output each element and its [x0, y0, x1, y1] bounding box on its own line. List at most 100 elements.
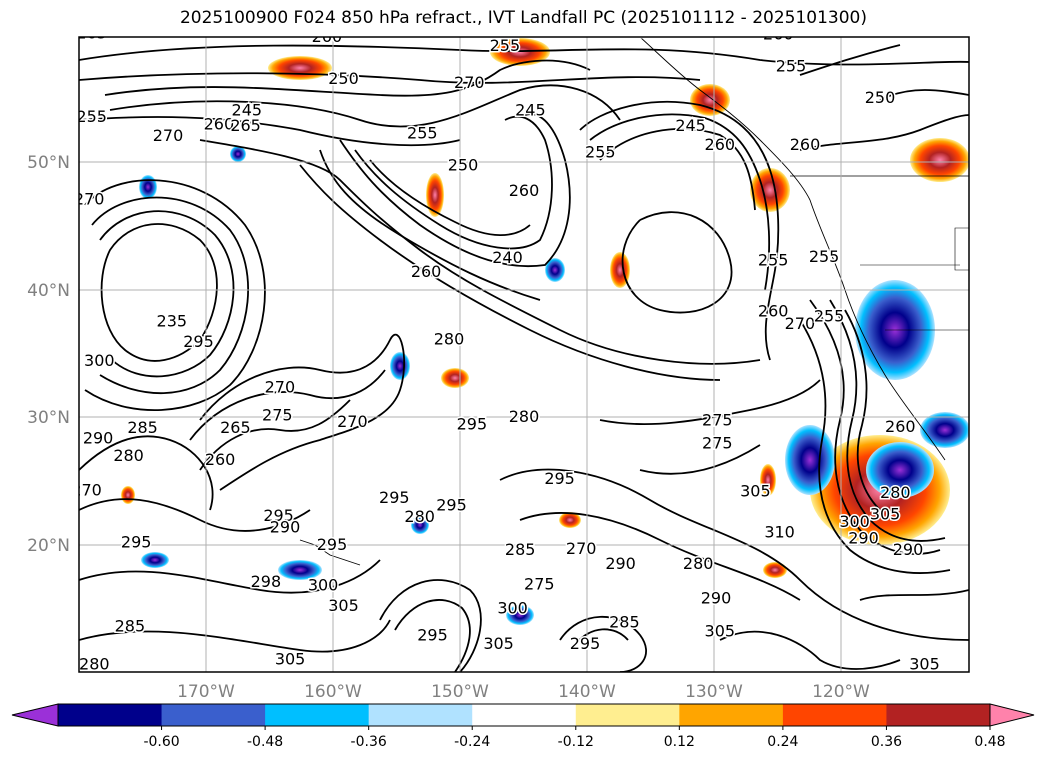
contour-line: [639, 444, 761, 475]
refractivity-contours: [79, 44, 969, 672]
lat-label-40n: 40°N: [27, 281, 70, 301]
contour-line: [109, 84, 621, 128]
lon-label-130w: 130°W: [685, 682, 743, 702]
contour-line: [599, 379, 821, 426]
contour-label: 265: [230, 116, 261, 135]
contour-line: [199, 333, 406, 491]
contour-label: 280: [404, 507, 435, 526]
contour-label: 300: [308, 576, 339, 595]
contour-label: 300: [497, 599, 528, 618]
contour-label: 280: [434, 329, 465, 348]
contour-label: 280: [509, 407, 540, 426]
contour-label: 255: [407, 124, 438, 143]
contour-label: 295: [121, 533, 152, 552]
contour-line: [79, 116, 461, 147]
lat-label-30n: 30°N: [27, 408, 70, 428]
contour-label: 260: [885, 417, 916, 436]
contour-label: 255: [776, 56, 807, 75]
contour-label: 275: [702, 434, 733, 453]
contour-label: 305: [909, 655, 940, 674]
contour-label: 260: [790, 135, 821, 154]
contour-label: 280: [113, 446, 144, 465]
contour-label: 270: [566, 539, 597, 558]
contour-label: 275: [702, 411, 733, 430]
state-border: [954, 227, 969, 271]
contour-label: 305: [275, 649, 306, 668]
contour-label: 305: [483, 634, 514, 653]
cold-anomaly-west2: [230, 146, 246, 162]
contour-label: 255: [490, 36, 521, 55]
colorbar-segment: [368, 704, 473, 726]
warm-anomaly-alaska: [690, 84, 730, 116]
contour-label: 245: [232, 101, 263, 120]
contour-line: [354, 115, 553, 250]
colorbar-segment: [161, 704, 266, 726]
coastline-alaska-bc: [639, 37, 811, 201]
contour-label: 295: [570, 634, 601, 653]
contour-label: 260: [312, 27, 343, 46]
contour-label: 305: [328, 596, 359, 615]
warm-anomaly-far-w: [121, 486, 135, 504]
contour-label: 270: [71, 481, 102, 500]
cold-anomaly-s1: [411, 516, 429, 534]
contour-line: [499, 468, 969, 641]
colorbar-tick-label: -0.24: [454, 734, 490, 750]
contour-label: 280: [79, 655, 110, 674]
lon-label-140w: 140°W: [558, 682, 616, 702]
contour-label: 235: [157, 312, 188, 331]
warm-anomaly-sub: [760, 464, 776, 496]
contour-label: 295: [417, 625, 448, 644]
contour-line: [579, 100, 780, 361]
contour-label: 250: [448, 155, 479, 174]
cold-anomaly-east: [920, 412, 969, 448]
contour-line: [574, 628, 629, 646]
contour-line: [79, 498, 311, 532]
contour-line: [519, 512, 801, 601]
latitude-labels: 50°N 40°N 30°N 20°N: [27, 153, 70, 556]
contour-line: [339, 113, 571, 268]
cold-anomaly-hawaii: [278, 560, 322, 580]
contour-label: 280: [683, 554, 714, 573]
contour-label: 255: [585, 143, 616, 162]
contour-label: 240: [492, 248, 523, 267]
contour-line: [84, 179, 266, 412]
contour-label: 290: [83, 428, 114, 447]
contour-label: 265: [220, 418, 251, 437]
contour-label: 270: [153, 126, 184, 145]
contour-label: 285: [609, 613, 640, 632]
hawaiian-islands: [299, 539, 361, 566]
contour-line: [809, 299, 941, 555]
warm-anomaly-bc: [750, 168, 790, 212]
contour-label: 280: [880, 483, 911, 502]
lon-label-120w: 120°W: [812, 682, 870, 702]
colorbar-tick-label: -0.60: [143, 734, 179, 750]
contour-line: [379, 579, 482, 672]
contour-line: [99, 210, 235, 378]
contour-line: [589, 113, 771, 291]
contour-label: 285: [115, 616, 146, 635]
contour-label: 295: [183, 332, 214, 351]
colorbar-outline: [57, 703, 991, 727]
colorbar-segment: [886, 704, 991, 726]
contour-label: 260: [509, 181, 540, 200]
colorbar-tick-label: -0.12: [558, 734, 594, 750]
coastline-us-west: [809, 199, 946, 461]
contour-line: [829, 299, 946, 542]
contour-line: [189, 369, 386, 441]
contour-label: 305: [740, 482, 771, 501]
colorbar-segment: [782, 704, 887, 726]
cold-anomaly-sw: [141, 552, 169, 568]
colorbar-segment: [575, 704, 680, 726]
colorbar-tick-label: 0.12: [664, 734, 695, 750]
contour-label: 270: [265, 378, 296, 397]
contour-label: 260: [758, 301, 789, 320]
cold-anomaly-mid1: [390, 352, 410, 380]
contour-line: [394, 599, 471, 672]
gridlines: [79, 37, 969, 672]
contour-label: 255: [814, 307, 845, 326]
warm-anomaly-canada: [910, 138, 969, 182]
cold-anomaly-mid2: [545, 258, 565, 282]
colorbar-segment: [265, 704, 370, 726]
